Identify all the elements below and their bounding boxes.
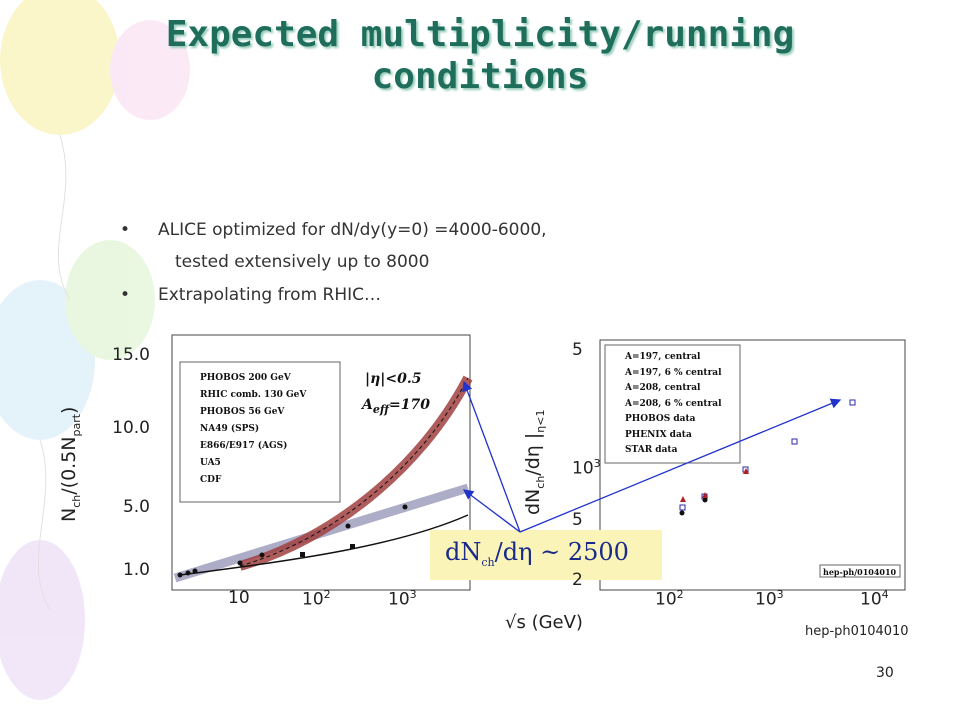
legend-entry: A=208, 6 % central	[625, 398, 722, 409]
legend: PHOBOS 200 GeV RHIC comb. 130 GeV PHOBOS 5…	[200, 370, 306, 489]
y-axis-label: Nch/(0.5Npart)	[58, 406, 83, 522]
legend-entry: A=208, central	[625, 383, 701, 393]
title-line: Expected multiplicity/running	[165, 14, 795, 55]
tick-label: 1.0	[122, 560, 150, 580]
page-number: 30	[876, 665, 894, 681]
legend-entry: STAR data	[625, 445, 678, 455]
aeff-label: Aeff=170	[362, 397, 430, 416]
balloons	[0, 0, 190, 700]
legend-entry: UA5	[200, 458, 221, 468]
arrows	[462, 380, 842, 533]
tick-exp: 3	[776, 588, 784, 601]
tick-base: 5	[572, 340, 583, 360]
tick-label: 102	[302, 588, 331, 610]
tick-label: 102	[655, 588, 684, 610]
bullet-dot: •	[120, 220, 131, 240]
tick-exp: 2	[323, 588, 331, 601]
legend-entry: PHOBOS 56 GeV	[200, 407, 285, 417]
tick-label: 103	[388, 588, 417, 610]
tick-base: 10	[655, 589, 677, 610]
x-axis-label: √s (GeV)	[505, 612, 583, 633]
y-axis-label: dNch/dη |η<1	[522, 409, 547, 515]
tick-base: 2	[572, 570, 583, 590]
bullet-dot: •	[120, 285, 131, 305]
tick-exp: 3	[409, 588, 417, 601]
legend-entry: NA49 (SPS)	[200, 424, 260, 434]
legend-entry: PHOBOS data	[625, 414, 696, 424]
tick-label: 103	[755, 588, 784, 610]
bullet-text: ALICE optimized for dN/dy(y=0) =4000-600…	[158, 220, 547, 240]
tick-label: 2	[572, 570, 583, 590]
tick-label: 5.0	[122, 497, 150, 517]
legend-entry: RHIC comb. 130 GeV	[200, 390, 307, 400]
annotation: dNch/dη ~ 2500	[445, 538, 629, 569]
tick-base: 5	[572, 510, 583, 530]
plot-ref: hep-ph/0104010	[823, 567, 897, 577]
bullet-text: Extrapolating from RHIC…	[158, 285, 382, 305]
tick-label: 10	[228, 588, 250, 608]
tick-label: 5	[572, 510, 583, 530]
tick-exp: 2	[676, 588, 684, 601]
tick-base: 10	[572, 458, 594, 479]
legend-entry: PHENIX data	[625, 429, 692, 440]
tick-label: 5	[572, 340, 583, 360]
tick-base: 10	[228, 588, 250, 608]
tick-exp: 4	[881, 588, 889, 601]
legend-entry: E866/E917 (AGS)	[200, 441, 288, 451]
tick-label: 10.0	[112, 418, 150, 438]
title-line: conditions	[371, 56, 589, 97]
legend-entry: CDF	[200, 475, 222, 485]
tick-label: 103	[572, 457, 601, 479]
tick-label: 15.0	[112, 345, 150, 365]
legend-entry: A=197, 6 % central	[625, 367, 722, 378]
annotation-box	[430, 530, 662, 580]
left-plot	[171, 334, 473, 591]
tick-exp: 3	[593, 457, 601, 470]
legend-entry: PHOBOS 200 GeV	[200, 373, 291, 383]
tick-base: 10	[388, 589, 410, 610]
tick-base: 10	[302, 589, 324, 610]
tick-base: 10	[860, 589, 882, 610]
legend: A=197, central A=197, 6 % central A=208, c…	[625, 350, 722, 459]
tick-label: 104	[860, 588, 889, 610]
footer-ref: hep-ph0104010	[805, 624, 909, 639]
cut-label: |η|<0.5	[365, 371, 422, 387]
bullet-text: tested extensively up to 8000	[175, 252, 430, 272]
legend-entry: A=197, central	[625, 352, 701, 362]
tick-base: 10	[755, 589, 777, 610]
